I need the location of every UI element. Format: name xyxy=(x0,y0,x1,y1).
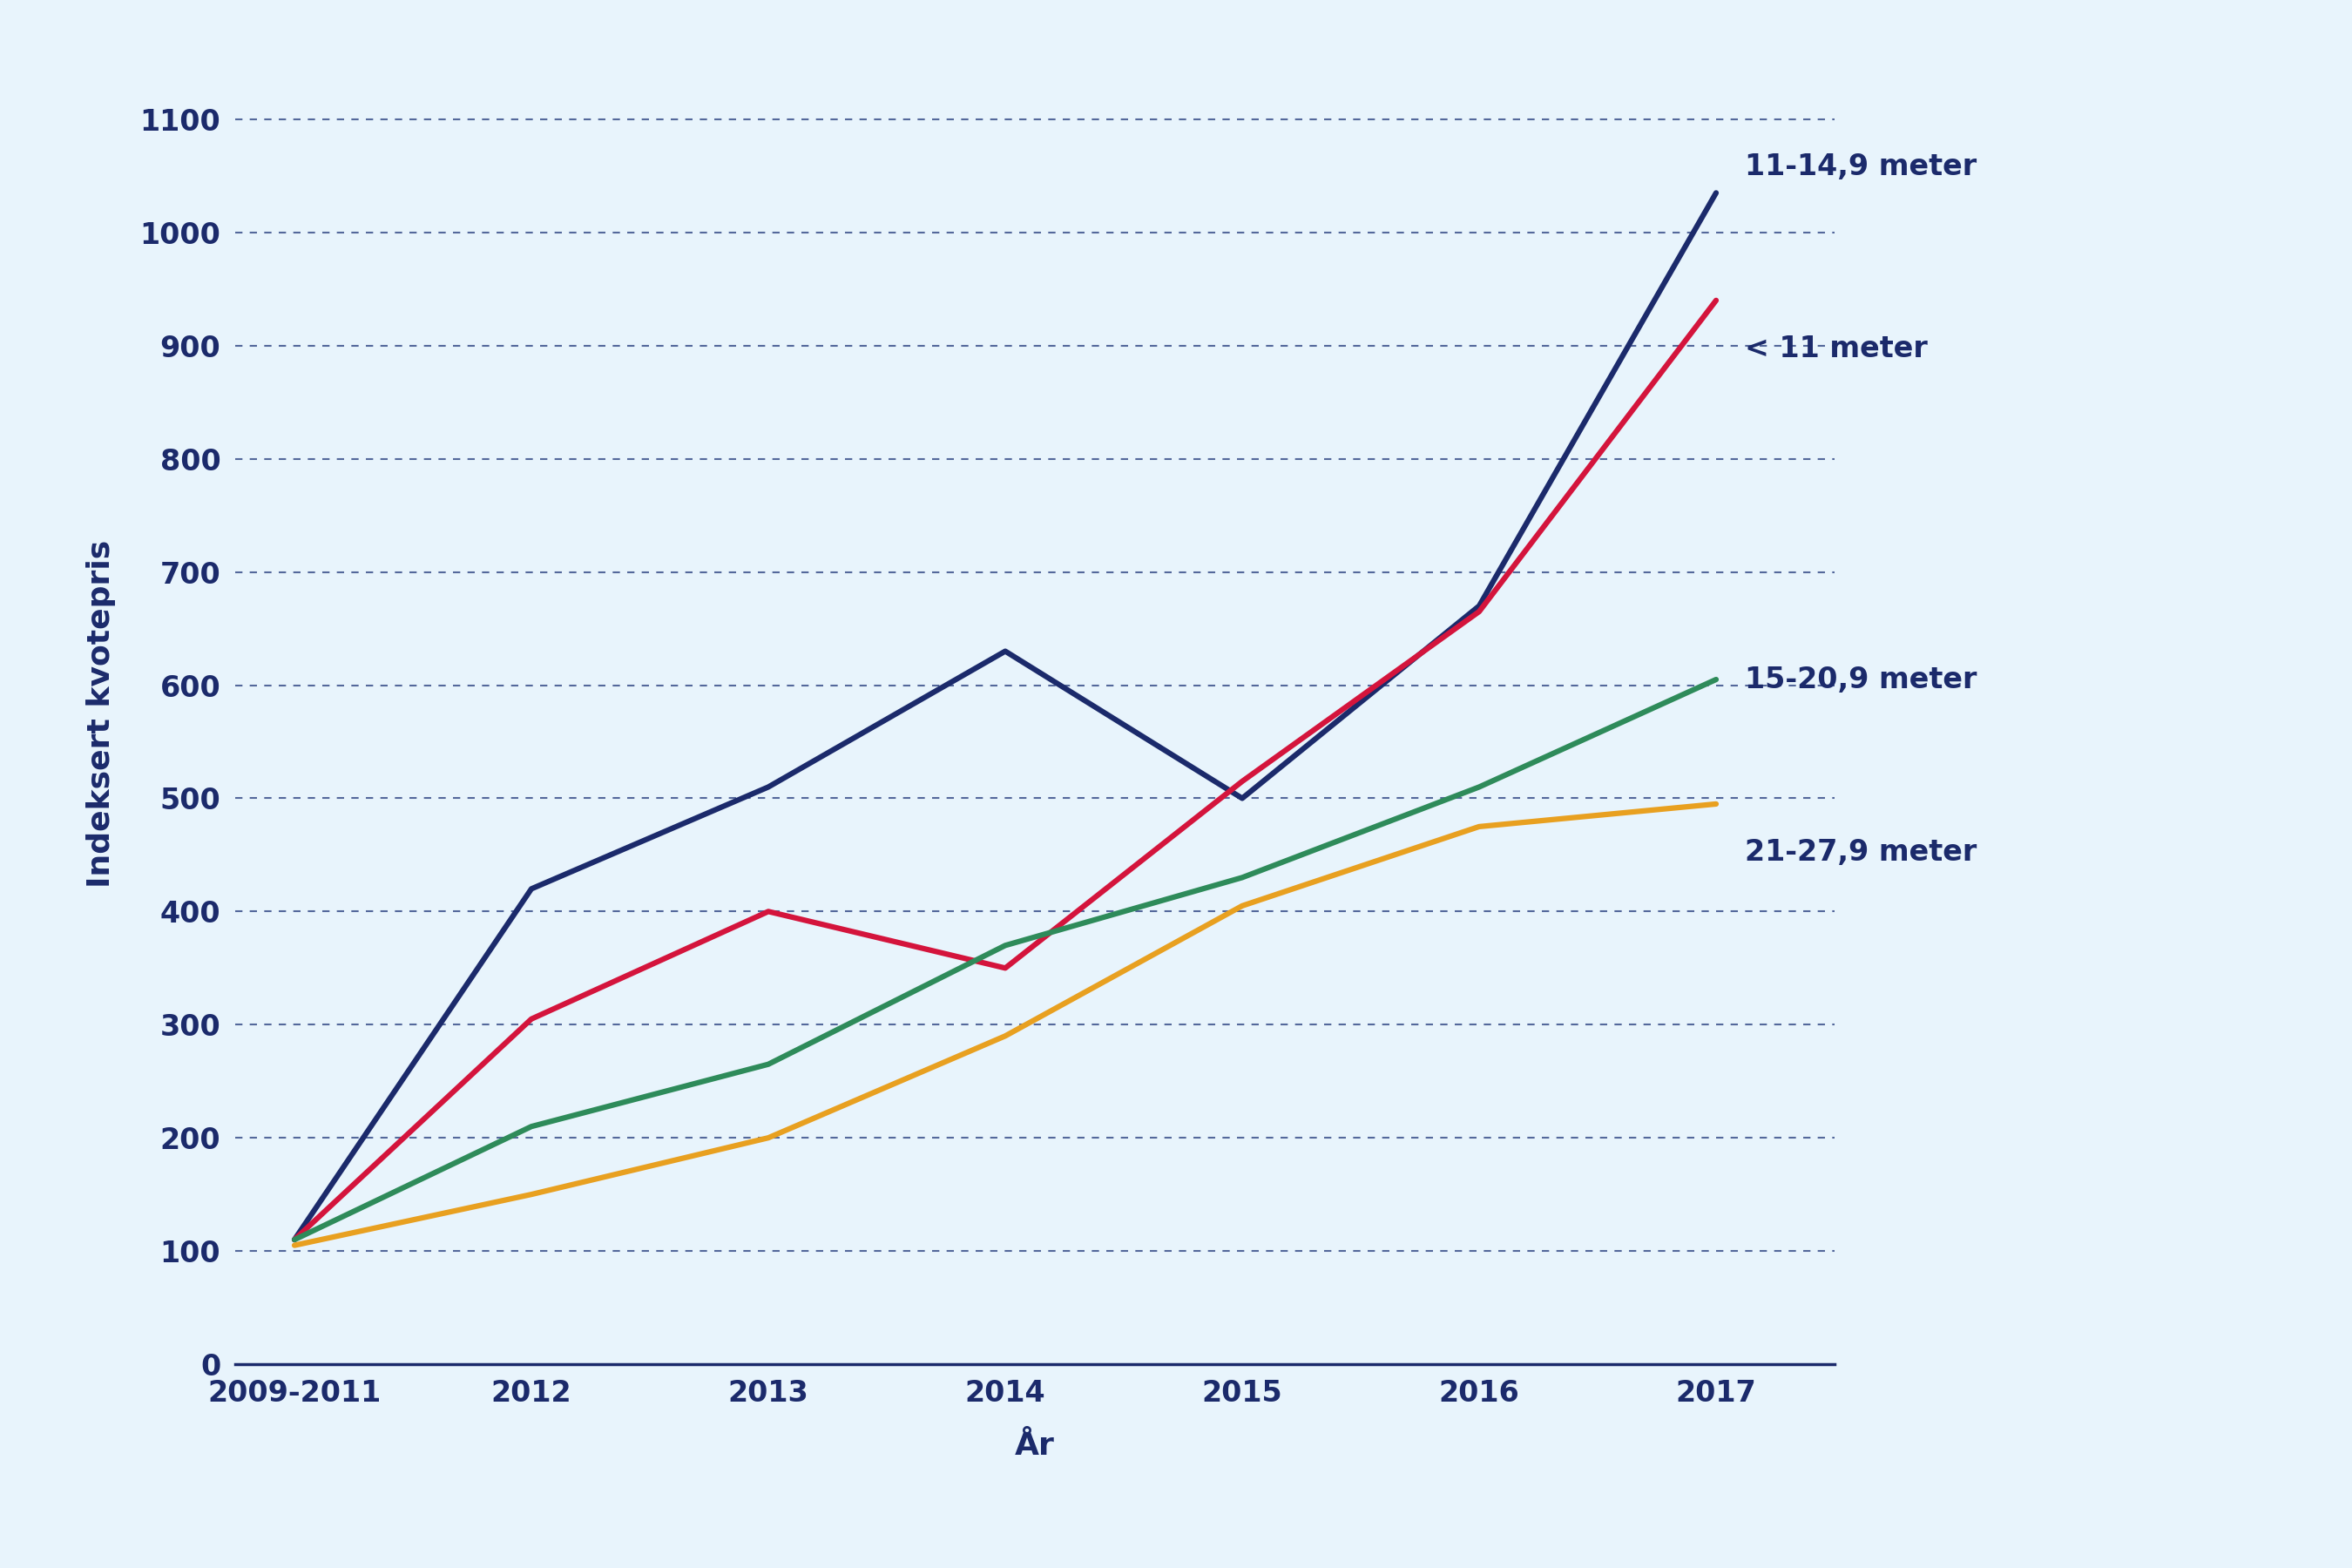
Text: 11-14,9 meter: 11-14,9 meter xyxy=(1745,152,1976,182)
X-axis label: År: År xyxy=(1016,1432,1054,1461)
Y-axis label: Indeksert kvotepris: Indeksert kvotepris xyxy=(87,539,115,887)
Text: < 11 meter: < 11 meter xyxy=(1745,334,1926,364)
Text: 15-20,9 meter: 15-20,9 meter xyxy=(1745,665,1976,695)
Text: 21-27,9 meter: 21-27,9 meter xyxy=(1745,837,1976,867)
